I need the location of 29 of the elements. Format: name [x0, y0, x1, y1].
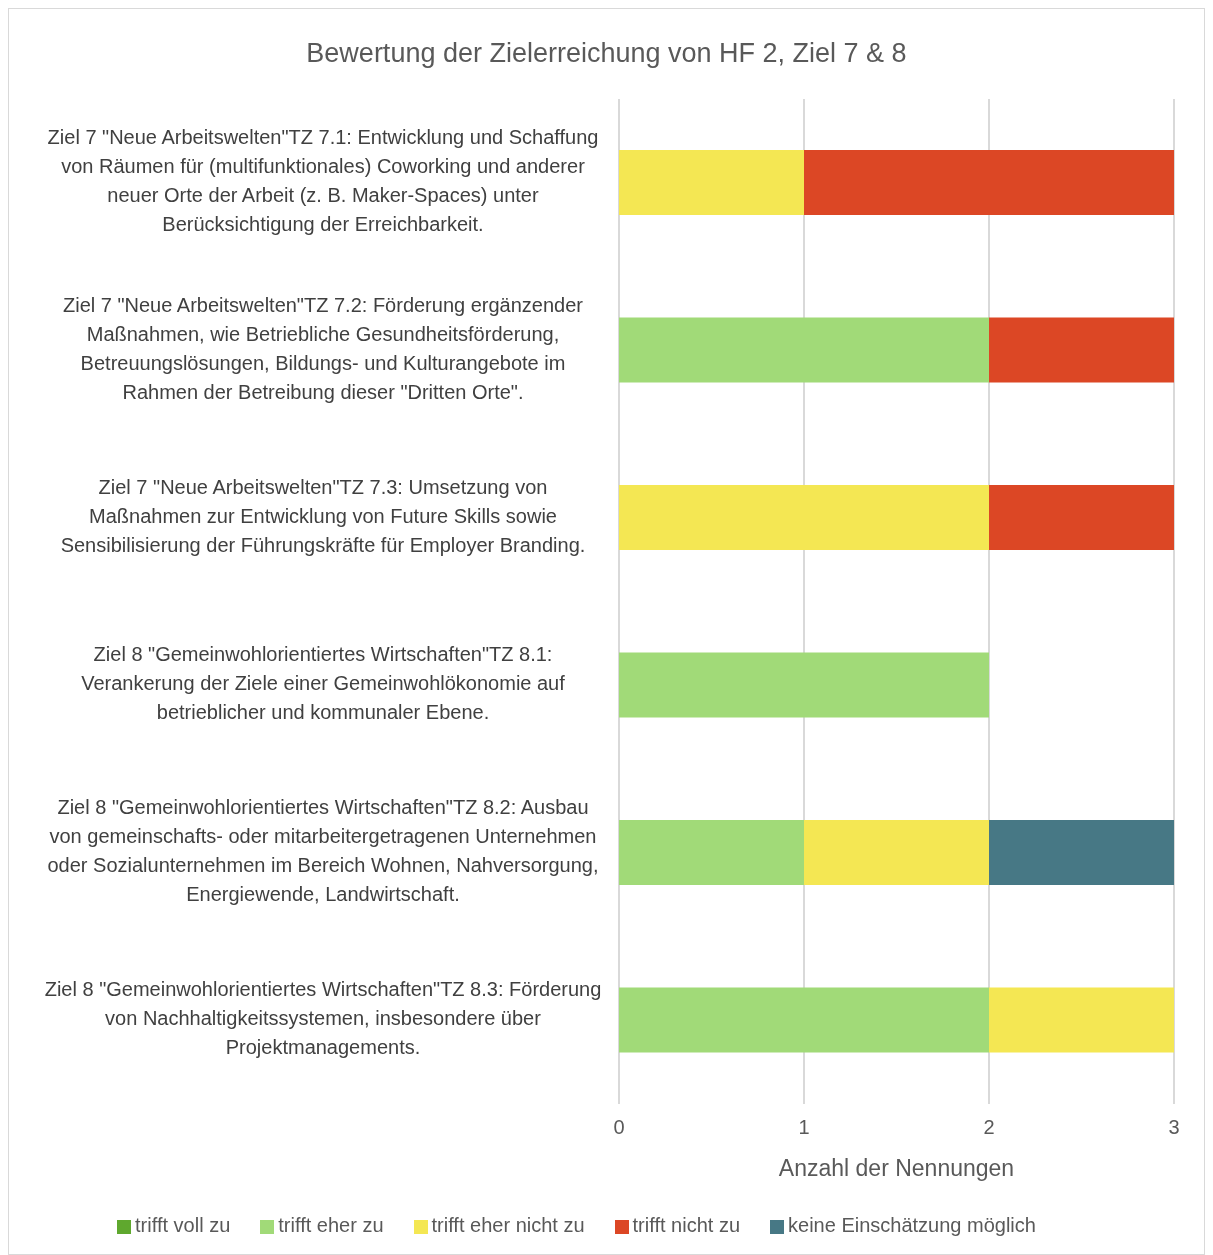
bar: [989, 317, 1174, 383]
x-axis-title: Anzahl der Nennungen: [778, 1155, 1015, 1181]
bar: [619, 820, 804, 885]
bar: [989, 485, 1174, 550]
bar: [804, 150, 1174, 215]
bar: [989, 820, 1174, 885]
legend-label: keine Einschätzung möglich: [788, 1214, 1036, 1236]
x-tick-label: 1: [798, 1116, 810, 1139]
bar: [619, 317, 989, 383]
x-tick-label: 0: [613, 1116, 625, 1139]
chart-title: Bewertung der Zielerreichung von HF 2, Ziel 7 & 8: [306, 37, 907, 69]
x-tick-label: 2: [983, 1116, 995, 1139]
bar: [619, 485, 989, 550]
legend-label: trifft nicht zu: [632, 1214, 741, 1236]
y-tick-label: Ziel 7 "Neue Arbeitswelten"TZ 7.3: Umsetzung von Maßnahmen zur Entwicklung von Future Skills sowie Sensibilisierung der Führungskräfte für Employer Branding.: [60, 476, 586, 557]
x-tick-label: 3: [1168, 1116, 1180, 1139]
bar: [619, 987, 989, 1053]
y-tick-label: Ziel 8 "Gemeinwohlorientiertes Wirtschaften"TZ 8.3: Förderung von Nachhaltigkeitssystemen, insbesondere über Projektmanagements.: [44, 978, 602, 1059]
bar: [804, 820, 989, 885]
y-tick-label: Ziel 7 "Neue Arbeitswelten"TZ 7.2: Förderung ergänzender Maßnahmen, wie Betriebliche Gesundheitsförderung, Betreuungslösungen, Bildungs- und Kulturangebote im Rahmen der Betreibung dieser "Dritten Orte".: [62, 294, 584, 404]
bar: [989, 987, 1174, 1053]
legend-label: trifft eher zu: [278, 1214, 384, 1236]
y-tick-label: Ziel 8 "Gemeinwohlorientiertes Wirtschaften"TZ 8.2: Ausbau von gemeinschafts- oder mitarbeitergetragenen Unternehmen oder Sozialunternehmen im Bereich Wohnen, Nahversorgung, Energiewende, Landwirtschaft.: [47, 796, 599, 906]
y-tick-label: Ziel 8 "Gemeinwohlorientiertes Wirtschaften"TZ 8.1: Verankerung der Ziele einer Gemeinwohlökonomie auf betrieblicher und kommunaler Ebene.: [81, 643, 566, 724]
legend-label: trifft voll zu: [135, 1214, 231, 1236]
legend-label: trifft eher nicht zu: [431, 1214, 585, 1236]
y-tick-label: Ziel 7 "Neue Arbeitswelten"TZ 7.1: Entwicklung und Schaffung von Räumen für (multifunktionales) Coworking und anderer neuer Orte der Arbeit (z. B. Maker-Spaces) unter Berücksichtigung der Erreichbarkeit.: [47, 126, 599, 236]
bar: [619, 150, 804, 215]
bar: [619, 652, 989, 718]
